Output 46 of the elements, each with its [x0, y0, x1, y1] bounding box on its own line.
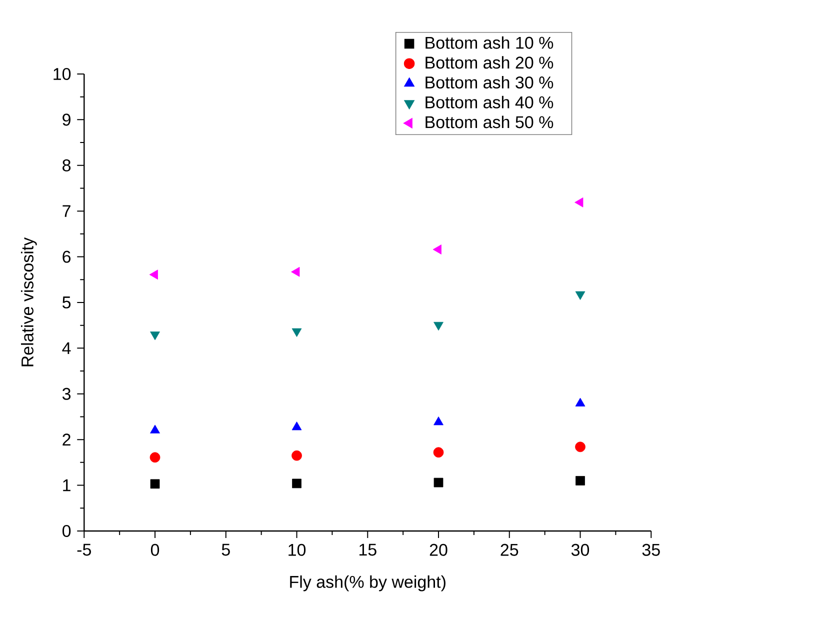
x-tick-label: 15: [359, 544, 376, 556]
y-tick-label: 2: [62, 434, 70, 446]
y-tick-label: 6: [62, 250, 71, 263]
x-tick-label: 35: [642, 544, 660, 556]
y-tick-label: 9: [62, 114, 70, 126]
point: [150, 332, 160, 340]
point: [150, 424, 160, 434]
point: [150, 452, 160, 463]
point: [291, 266, 300, 277]
point: [433, 447, 444, 458]
x-tick-label: -5: [77, 544, 91, 556]
point: [432, 244, 442, 254]
point: [292, 450, 302, 461]
y-tick-label: 4: [62, 342, 71, 354]
point: [434, 416, 444, 426]
x-axis-title: Fly ash(% by weight): [290, 575, 446, 592]
point: [292, 422, 302, 430]
point: [576, 476, 585, 486]
point: [434, 478, 444, 488]
y-axis-title: Relative viscosity: [20, 237, 37, 366]
point: [150, 479, 160, 489]
x-tick-label: 0: [150, 544, 160, 556]
point: [575, 442, 586, 452]
point: [292, 328, 302, 337]
x-tick-label: 10: [288, 544, 306, 556]
legend-label: Bottom ash 20 %: [426, 56, 554, 69]
y-tick-label: 3: [62, 388, 71, 400]
x-tick-label: 30: [571, 544, 590, 556]
point: [434, 322, 444, 331]
legend-label: Bottom ash 50 %: [426, 116, 554, 128]
legend-label: Bottom ash 30 %: [426, 76, 554, 89]
y-tick-label: 0: [62, 524, 71, 538]
point: [149, 270, 158, 280]
point: [575, 291, 586, 300]
x-tick-label: 20: [430, 544, 448, 556]
x-tick-label: 25: [500, 544, 518, 556]
x-tick-label: 5: [222, 544, 230, 556]
y-tick-label: 5: [62, 296, 71, 308]
y-tick-label: 1: [63, 479, 70, 492]
legend-label: Bottom ash 10 %: [426, 36, 554, 49]
y-tick-label: 8: [62, 159, 71, 172]
point: [574, 197, 584, 208]
y-tick-label: 10: [54, 68, 71, 80]
y-tick-label: 7: [62, 205, 70, 217]
legend-label: Bottom ash 40 %: [426, 96, 554, 108]
point: [292, 478, 302, 488]
